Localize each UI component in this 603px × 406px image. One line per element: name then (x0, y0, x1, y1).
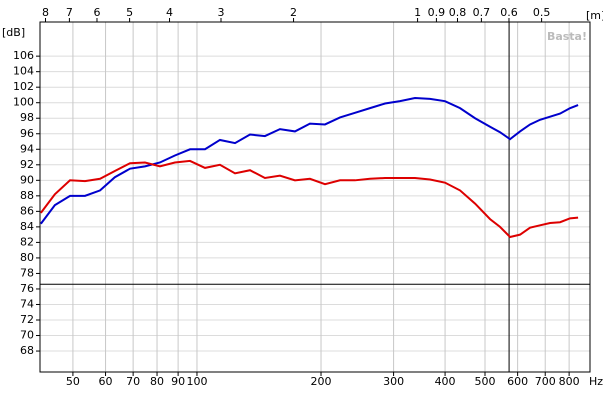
x2-tick-label: 5 (126, 6, 133, 19)
y-axis-label: [dB] (2, 26, 25, 39)
x-axis-label: Hz (589, 375, 603, 388)
x-tick-label: 600 (507, 375, 528, 388)
y-tick-label: 78 (20, 266, 34, 279)
y-tick-label: 70 (20, 329, 34, 342)
x-tick-label: 500 (475, 375, 496, 388)
y-tick-label: 90 (20, 173, 34, 186)
x-tick-label: 400 (435, 375, 456, 388)
x2-tick-label: 0.6 (500, 6, 518, 19)
x2-tick-label: 2 (290, 6, 297, 19)
y-tick-label: 102 (13, 80, 34, 93)
y-tick-label: 80 (20, 251, 34, 264)
x2-tick-label: 0.9 (428, 6, 446, 19)
y-tick-label: 86 (20, 204, 34, 217)
x-tick-label: 700 (535, 375, 556, 388)
plot-frame (39, 21, 591, 373)
watermark: Basta! (547, 30, 587, 43)
y-tick-label: 84 (20, 220, 34, 233)
y-tick-label: 72 (20, 313, 34, 326)
y-tick-label: 92 (20, 158, 34, 171)
x2-tick-label: 0.7 (473, 6, 491, 19)
y-tick-label: 94 (20, 142, 34, 155)
x2-tick-label: 3 (218, 6, 225, 19)
x2-tick-label: 6 (93, 6, 100, 19)
y-tick-label: 98 (20, 111, 34, 124)
y-tick-label: 76 (20, 282, 34, 295)
x-tick-label: 50 (66, 375, 80, 388)
y-tick-label: 106 (13, 49, 34, 62)
x-tick-label: 60 (99, 375, 113, 388)
y-tick-label: 82 (20, 235, 34, 248)
x2-tick-label: 0.5 (533, 6, 551, 19)
y-tick-label: 100 (13, 96, 34, 109)
y-tick-label: 68 (20, 344, 34, 357)
x-tick-label: 70 (126, 375, 140, 388)
x2-tick-label: 8 (42, 6, 49, 19)
x2-tick-label: 0.8 (449, 6, 467, 19)
y-tick-label: 96 (20, 127, 34, 140)
x2-axis-label: [m] (586, 9, 603, 22)
series-line (40, 159, 579, 239)
series-line (40, 97, 579, 225)
x-tick-label: 800 (559, 375, 580, 388)
x-tick-label: 100 (186, 375, 207, 388)
y-tick-label: 74 (20, 297, 34, 310)
x-tick-label: 200 (311, 375, 332, 388)
x2-tick-label: 4 (166, 6, 173, 19)
x2-tick-label: 7 (66, 6, 73, 19)
x-tick-label: 80 (150, 375, 164, 388)
x2-tick-label: 1 (414, 6, 421, 19)
y-tick-label: 88 (20, 189, 34, 202)
x-tick-label: 90 (171, 375, 185, 388)
y-tick-label: 104 (13, 65, 34, 78)
x-tick-label: 300 (383, 375, 404, 388)
